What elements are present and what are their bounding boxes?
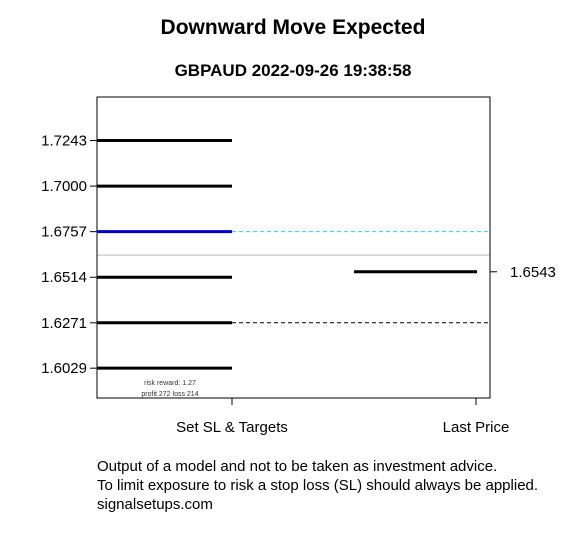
profit-loss-note: profit 272 loss 214 (141, 391, 198, 398)
chart-subtitle: GBPAUD 2022-09-26 19:38:58 (175, 61, 412, 80)
chart-title: Downward Move Expected (161, 16, 426, 39)
website-text: signalsetups.com (97, 496, 213, 513)
x-tick-label-2: Last Price (443, 419, 510, 436)
y-tick-label-6: 1.6029 (41, 360, 87, 377)
y-tick-label-3: 1.6757 (41, 224, 87, 241)
disclaimer-line-2: To limit exposure to risk a stop loss (S… (97, 477, 539, 494)
risk-reward-note: risk reward: 1.27 (144, 380, 196, 387)
disclaimer: Output of a model and not to be taken as… (97, 457, 538, 514)
plot-frame (96, 96, 491, 399)
y-tick-label-5: 1.6271 (41, 315, 87, 332)
y-tick-label-4: 1.6514 (41, 269, 87, 286)
plot-area: 1.7243 1.7000 1.6757 1.6514 1.6271 1.6029 1.65… (41, 96, 556, 436)
x-tick-label-1: Set SL & Targets (176, 419, 288, 436)
y-tick-label-1: 1.7243 (41, 133, 87, 150)
y-tick-label-2: 1.7000 (41, 178, 87, 195)
disclaimer-line-1: Output of a model and not to be taken as… (97, 458, 498, 475)
last-price-label: 1.6543 (510, 264, 556, 281)
